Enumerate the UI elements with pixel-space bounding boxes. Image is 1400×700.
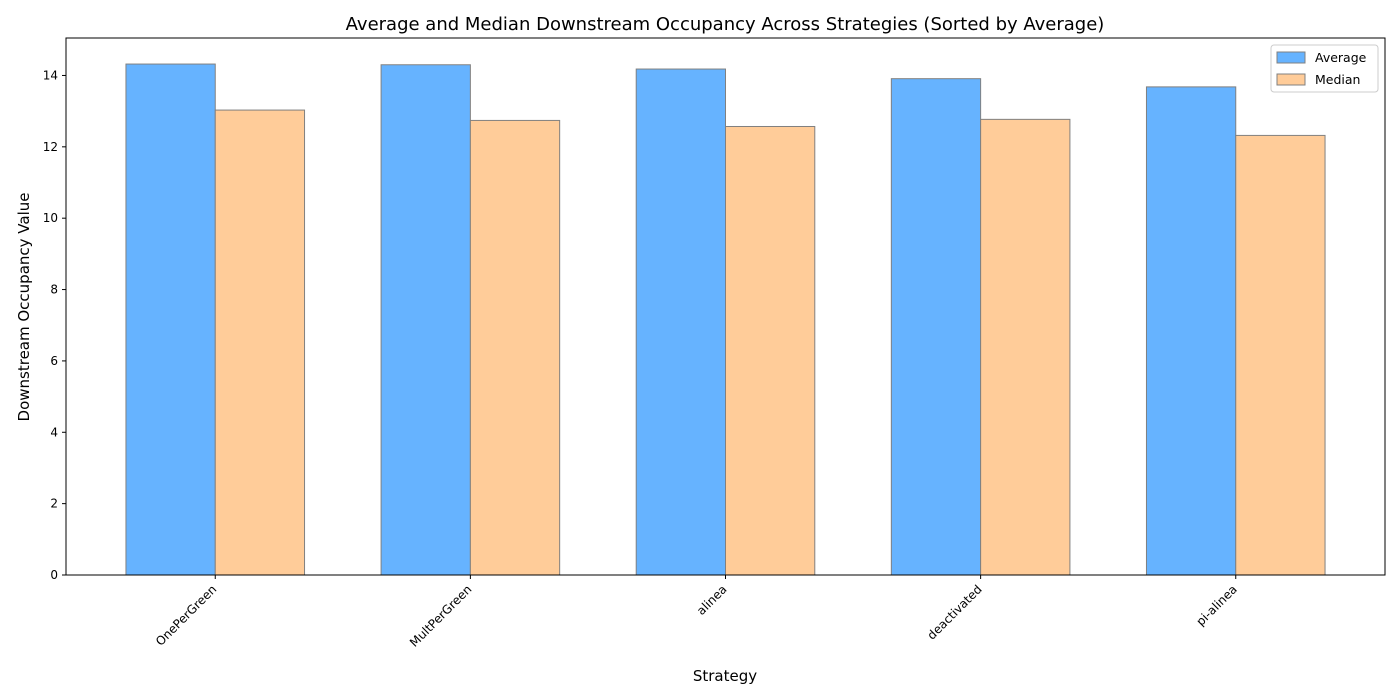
bar-median-alinea (725, 125, 816, 576)
x-tick-label: alinea (694, 582, 730, 618)
y-tick-label: 4 (50, 425, 58, 439)
bar-average-deactivated (890, 78, 982, 576)
y-tick-label: 6 (50, 354, 58, 368)
y-axis: 0 2 4 6 8 10 12 14 (43, 68, 66, 582)
y-tick-label: 2 (50, 497, 58, 511)
x-tick-label: OnePerGreen (153, 582, 219, 648)
y-axis-label: Downstream Occupancy Value (15, 193, 33, 422)
x-tick-label: deactivated (925, 582, 985, 642)
plot-frame (65, 37, 1386, 576)
y-tick-label: 8 (50, 283, 58, 297)
bar-average-onepergreen (125, 63, 216, 576)
y-tick-label: 12 (43, 140, 58, 154)
bar-average-pi-alinea (1145, 86, 1237, 576)
x-axis-label: Strategy (693, 667, 757, 685)
legend-swatch-average (1276, 51, 1306, 64)
x-axis: OnePerGreen MultPerGreen alinea deactivated… (153, 575, 1240, 650)
bars-group (125, 63, 1326, 576)
legend: Average Median (1270, 44, 1379, 93)
y-tick-label: 10 (43, 211, 58, 225)
bar-average-alinea (635, 68, 726, 576)
y-tick-label: 0 (50, 568, 58, 582)
legend-label-median: Median (1315, 72, 1360, 87)
bar-median-pi-alinea (1235, 134, 1326, 576)
y-tick-label: 14 (43, 68, 58, 82)
legend-label-average: Average (1315, 50, 1367, 65)
legend-swatch-median (1276, 73, 1306, 86)
bar-median-multpergreen (469, 119, 561, 576)
x-tick-label: pi-alinea (1193, 582, 1239, 628)
x-tick-label: MultPerGreen (407, 582, 475, 650)
bar-average-multpergreen (380, 64, 471, 576)
bar-median-onepergreen (214, 109, 306, 576)
bar-median-deactivated (980, 118, 1071, 576)
chart-title: Average and Median Downstream Occupancy … (346, 14, 1105, 35)
